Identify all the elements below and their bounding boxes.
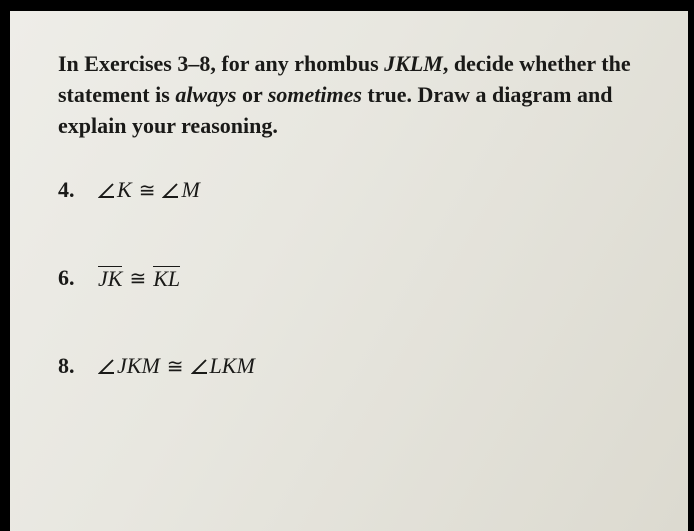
problem-number: 8.	[58, 353, 98, 379]
instructions-paragraph: In Exercises 3–8, for any rhombus JKLM, …	[58, 49, 650, 141]
problem-4: 4. K ≅ M	[58, 177, 650, 203]
segment-right: KL	[153, 266, 180, 290]
problem-number: 6.	[58, 265, 98, 291]
instr-part3: or	[236, 82, 267, 107]
problem-6: 6. JK ≅ KL	[58, 265, 650, 291]
instr-part1: In Exercises 3–8, for any rhombus	[58, 51, 384, 76]
worksheet-page: In Exercises 3–8, for any rhombus JKLM, …	[10, 11, 688, 531]
angle-left: K	[117, 177, 132, 203]
angle-icon	[98, 182, 115, 199]
angle-icon	[191, 358, 208, 375]
congruent-symbol: ≅	[167, 354, 184, 379]
instr-rhombus: JKLM	[384, 51, 443, 76]
instr-always: always	[175, 82, 236, 107]
problem-expression: JKM ≅ LKM	[98, 353, 255, 379]
problem-expression: K ≅ M	[98, 177, 200, 203]
angle-icon	[98, 358, 115, 375]
angle-right: M	[181, 177, 199, 203]
segment-left: JK	[98, 266, 122, 290]
problem-number: 4.	[58, 177, 98, 203]
congruent-symbol: ≅	[139, 178, 156, 203]
angle-icon	[162, 182, 179, 199]
problem-8: 8. JKM ≅ LKM	[58, 353, 650, 379]
congruent-symbol: ≅	[129, 266, 146, 291]
angle-left: JKM	[117, 353, 160, 379]
problem-expression: JK ≅ KL	[98, 266, 180, 291]
angle-right: LKM	[210, 353, 255, 379]
instr-sometimes: sometimes	[268, 82, 362, 107]
